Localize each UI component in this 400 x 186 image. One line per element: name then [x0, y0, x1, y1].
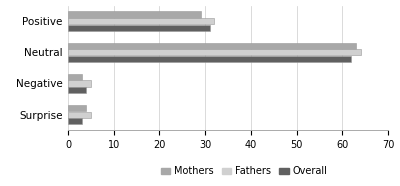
Legend: Mothers, Fathers, Overall: Mothers, Fathers, Overall	[157, 163, 331, 180]
Bar	[68, 80, 91, 86]
Bar	[68, 56, 352, 62]
Bar	[68, 87, 86, 93]
Bar	[68, 12, 200, 18]
Bar	[68, 49, 360, 55]
Bar	[68, 25, 210, 31]
Bar	[68, 105, 86, 111]
Bar	[68, 118, 82, 124]
Bar	[68, 74, 82, 80]
Bar	[68, 18, 214, 24]
Bar	[68, 111, 91, 118]
Bar	[68, 43, 356, 49]
